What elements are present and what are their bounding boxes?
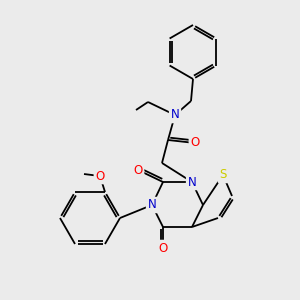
Text: O: O — [134, 164, 142, 176]
Text: N: N — [188, 176, 196, 188]
Text: O: O — [95, 169, 105, 182]
Text: N: N — [148, 199, 156, 212]
Text: S: S — [219, 169, 227, 182]
Text: N: N — [171, 109, 179, 122]
Text: O: O — [190, 136, 200, 149]
Text: O: O — [158, 242, 168, 254]
